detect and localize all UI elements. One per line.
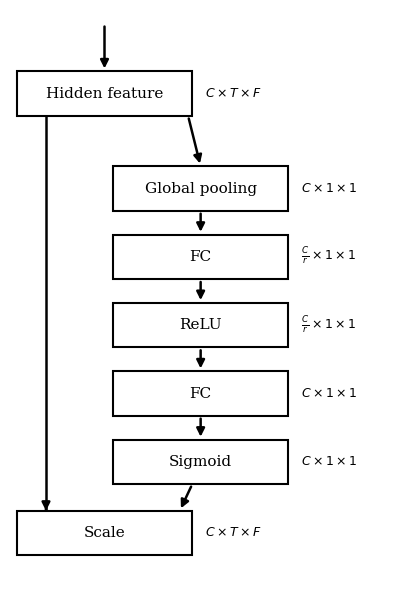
Text: Hidden feature: Hidden feature xyxy=(46,87,163,100)
FancyBboxPatch shape xyxy=(113,235,288,279)
Text: $C \times T \times F$: $C \times T \times F$ xyxy=(205,87,261,100)
FancyBboxPatch shape xyxy=(17,71,192,116)
Text: $C \times 1 \times 1$: $C \times 1 \times 1$ xyxy=(301,182,357,195)
Text: $\frac{C}{r} \times 1 \times 1$: $\frac{C}{r} \times 1 \times 1$ xyxy=(301,246,356,267)
FancyBboxPatch shape xyxy=(17,511,192,555)
Text: Scale: Scale xyxy=(84,526,125,540)
Text: $\frac{C}{r} \times 1 \times 1$: $\frac{C}{r} \times 1 \times 1$ xyxy=(301,314,356,336)
FancyBboxPatch shape xyxy=(113,440,288,484)
Text: Global pooling: Global pooling xyxy=(145,182,257,195)
Text: FC: FC xyxy=(190,250,212,264)
Text: $C \times T \times F$: $C \times T \times F$ xyxy=(205,526,261,539)
FancyBboxPatch shape xyxy=(113,303,288,347)
FancyBboxPatch shape xyxy=(113,371,288,416)
Text: FC: FC xyxy=(190,387,212,400)
Text: $C \times 1 \times 1$: $C \times 1 \times 1$ xyxy=(301,387,357,400)
Text: $C \times 1 \times 1$: $C \times 1 \times 1$ xyxy=(301,455,357,468)
FancyBboxPatch shape xyxy=(113,166,288,211)
Text: Sigmoid: Sigmoid xyxy=(169,455,232,469)
Text: ReLU: ReLU xyxy=(179,318,222,332)
